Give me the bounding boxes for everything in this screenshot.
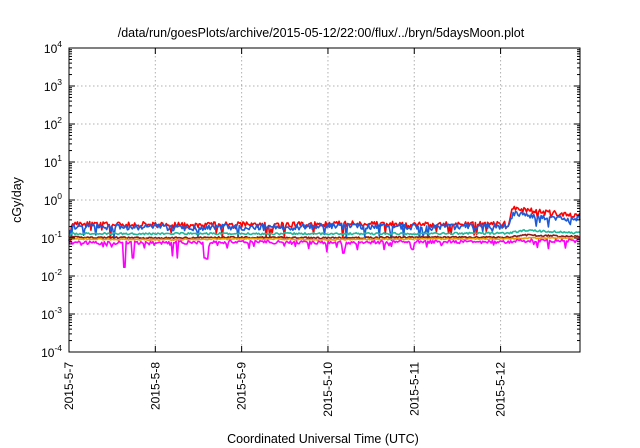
series-layer: [68, 205, 581, 269]
series-line-1: [68, 205, 581, 242]
y-tick-label: 10-2: [41, 267, 62, 284]
series-line-5: [68, 236, 581, 242]
y-tick-label: 10-4: [41, 343, 62, 360]
x-tick-label: 2015-5-10: [321, 362, 335, 417]
plot-frame: [68, 47, 581, 353]
x-tick-label: 2015-5-8: [148, 362, 162, 410]
series-line-3: [68, 228, 581, 238]
x-tick-label: 2015-5-7: [62, 362, 76, 410]
y-tick-label: 100: [44, 191, 62, 208]
x-tick-label: 2015-5-11: [407, 362, 421, 416]
x-tick-label: 2015-5-12: [494, 362, 508, 417]
y-tick-label: 102: [44, 115, 62, 132]
series-line-6: [68, 238, 581, 269]
x-tick-label: 2015-5-9: [235, 362, 249, 410]
series-line-4: [68, 233, 581, 240]
chart-title: /data/run/goesPlots/archive/2015-05-12/2…: [118, 26, 525, 40]
y-tick-label: 10-3: [41, 305, 62, 322]
x-axis-title: Coordinated Universal Time (UTC): [227, 432, 419, 446]
y-tick-label: 101: [44, 153, 62, 170]
y-axis-title: cGy/day: [10, 176, 24, 223]
y-tick-label: 10-1: [41, 229, 62, 246]
y-tick-labels: 10-4 10-3 10-2 10-1 100 101 102 103 104: [41, 39, 62, 360]
x-tick-labels: 2015-5-7 2015-5-8 2015-5-9 2015-5-10 2015-5-…: [62, 362, 508, 417]
y-tick-label: 103: [44, 77, 62, 94]
y-tick-label: 104: [44, 39, 62, 56]
grid: [69, 48, 580, 352]
